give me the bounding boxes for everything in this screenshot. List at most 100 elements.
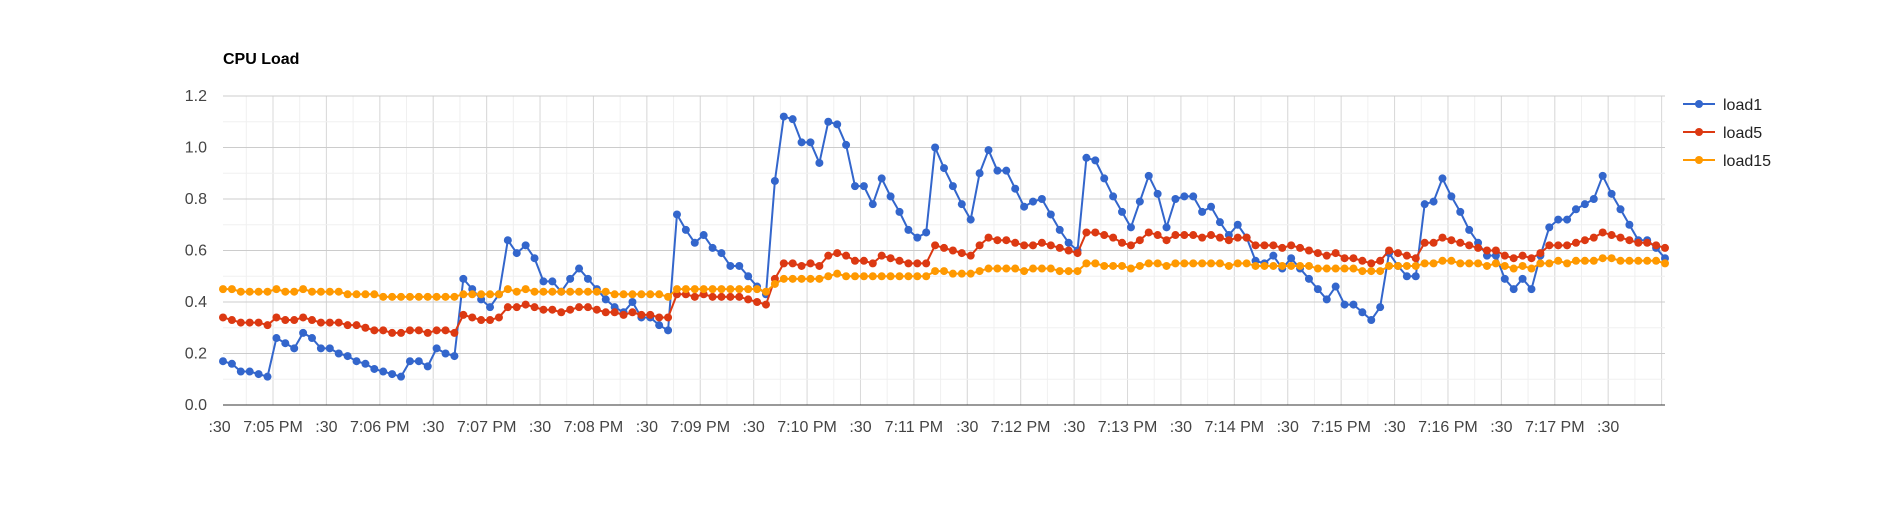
data-point-load5[interactable]: [1402, 251, 1411, 260]
data-point-load5[interactable]: [1215, 233, 1224, 242]
data-point-load15[interactable]: [1207, 259, 1216, 268]
data-point-load15[interactable]: [833, 269, 842, 278]
data-point-load1[interactable]: [1563, 215, 1572, 224]
data-point-load1[interactable]: [726, 261, 735, 270]
data-point-load1[interactable]: [219, 357, 227, 366]
data-point-load15[interactable]: [503, 285, 512, 294]
data-point-load15[interactable]: [699, 285, 708, 294]
data-point-load1[interactable]: [1135, 197, 1144, 206]
data-point-load5[interactable]: [557, 308, 566, 317]
data-point-load15[interactable]: [1589, 256, 1598, 265]
data-point-load1[interactable]: [334, 349, 343, 358]
data-point-load5[interactable]: [868, 259, 877, 268]
data-point-load15[interactable]: [1269, 261, 1278, 270]
data-point-load1[interactable]: [948, 182, 957, 191]
data-point-load1[interactable]: [859, 182, 868, 191]
data-point-load1[interactable]: [486, 303, 495, 312]
data-point-load15[interactable]: [494, 290, 503, 299]
data-point-load5[interactable]: [1260, 241, 1269, 250]
data-point-load15[interactable]: [655, 290, 664, 299]
data-point-load15[interactable]: [1518, 261, 1527, 270]
data-point-load5[interactable]: [227, 316, 236, 325]
data-point-load15[interactable]: [940, 267, 948, 276]
data-point-load5[interactable]: [1198, 233, 1207, 242]
legend-item-load1[interactable]: load1: [1683, 97, 1762, 114]
data-point-load5[interactable]: [299, 313, 308, 322]
data-point-load5[interactable]: [646, 310, 655, 319]
data-point-load15[interactable]: [1189, 259, 1198, 268]
data-point-load15[interactable]: [1144, 259, 1153, 268]
data-point-load5[interactable]: [1109, 233, 1118, 242]
data-point-load15[interactable]: [842, 272, 851, 281]
data-point-load5[interactable]: [1465, 241, 1474, 250]
data-point-load5[interactable]: [1020, 241, 1029, 250]
data-point-load1[interactable]: [1153, 189, 1162, 198]
data-point-load15[interactable]: [895, 272, 904, 281]
data-point-load5[interactable]: [1011, 238, 1020, 247]
data-point-load5[interactable]: [1393, 249, 1402, 258]
data-point-load5[interactable]: [1625, 236, 1634, 245]
data-point-load1[interactable]: [1082, 153, 1091, 162]
data-point-load15[interactable]: [806, 274, 815, 283]
data-point-load5[interactable]: [1580, 236, 1589, 245]
data-point-load5[interactable]: [1340, 254, 1349, 263]
data-point-load15[interactable]: [1563, 259, 1572, 268]
data-point-load15[interactable]: [735, 285, 744, 294]
data-point-load5[interactable]: [1322, 251, 1331, 260]
data-point-load5[interactable]: [610, 308, 619, 317]
data-point-load5[interactable]: [272, 313, 281, 322]
data-point-load5[interactable]: [1385, 246, 1394, 255]
data-point-load15[interactable]: [993, 264, 1002, 273]
data-point-load15[interactable]: [610, 290, 619, 299]
data-point-load15[interactable]: [1233, 259, 1242, 268]
data-point-load5[interactable]: [486, 316, 495, 325]
data-point-load1[interactable]: [316, 344, 325, 353]
data-point-load15[interactable]: [281, 287, 290, 296]
data-point-load5[interactable]: [1224, 236, 1233, 245]
data-point-load1[interactable]: [539, 277, 548, 286]
data-point-load5[interactable]: [1563, 241, 1572, 250]
data-point-load15[interactable]: [1438, 256, 1447, 265]
data-point-load15[interactable]: [1322, 264, 1331, 273]
data-point-load15[interactable]: [1331, 264, 1340, 273]
data-point-load1[interactable]: [281, 339, 290, 348]
data-point-load15[interactable]: [1091, 259, 1100, 268]
data-point-load15[interactable]: [850, 272, 859, 281]
data-point-load1[interactable]: [1313, 285, 1322, 294]
data-point-load1[interactable]: [530, 254, 539, 263]
data-point-load15[interactable]: [1055, 267, 1064, 276]
data-point-load15[interactable]: [1215, 259, 1224, 268]
data-point-load15[interactable]: [1634, 256, 1643, 265]
data-point-load1[interactable]: [1207, 202, 1216, 211]
data-point-load5[interactable]: [1554, 241, 1563, 250]
data-point-load15[interactable]: [1313, 264, 1322, 273]
data-point-load1[interactable]: [672, 210, 681, 219]
data-point-load5[interactable]: [984, 233, 993, 242]
data-point-load5[interactable]: [1287, 241, 1296, 250]
data-point-load1[interactable]: [512, 249, 521, 258]
data-point-load15[interactable]: [1349, 264, 1358, 273]
data-point-load5[interactable]: [1482, 246, 1491, 255]
data-point-load1[interactable]: [940, 164, 948, 173]
data-point-load5[interactable]: [1616, 233, 1625, 242]
data-point-load1[interactable]: [904, 225, 913, 234]
data-point-load15[interactable]: [690, 285, 699, 294]
data-point-load5[interactable]: [1002, 236, 1011, 245]
data-point-load15[interactable]: [1011, 264, 1020, 273]
data-point-load1[interactable]: [432, 344, 441, 353]
data-point-load15[interactable]: [459, 290, 468, 299]
data-point-load1[interactable]: [1322, 295, 1331, 304]
data-point-load15[interactable]: [1180, 259, 1189, 268]
data-point-load5[interactable]: [779, 259, 788, 268]
data-point-load1[interactable]: [254, 370, 263, 379]
data-point-load15[interactable]: [325, 287, 334, 296]
data-point-load1[interactable]: [414, 357, 423, 366]
data-point-load15[interactable]: [1073, 267, 1082, 276]
data-point-load1[interactable]: [1029, 197, 1038, 206]
data-point-load5[interactable]: [521, 300, 530, 309]
data-point-load1[interactable]: [227, 359, 236, 368]
data-point-load5[interactable]: [1438, 233, 1447, 242]
data-point-load5[interactable]: [1296, 243, 1305, 252]
data-point-load15[interactable]: [726, 285, 735, 294]
data-point-load5[interactable]: [459, 310, 468, 319]
